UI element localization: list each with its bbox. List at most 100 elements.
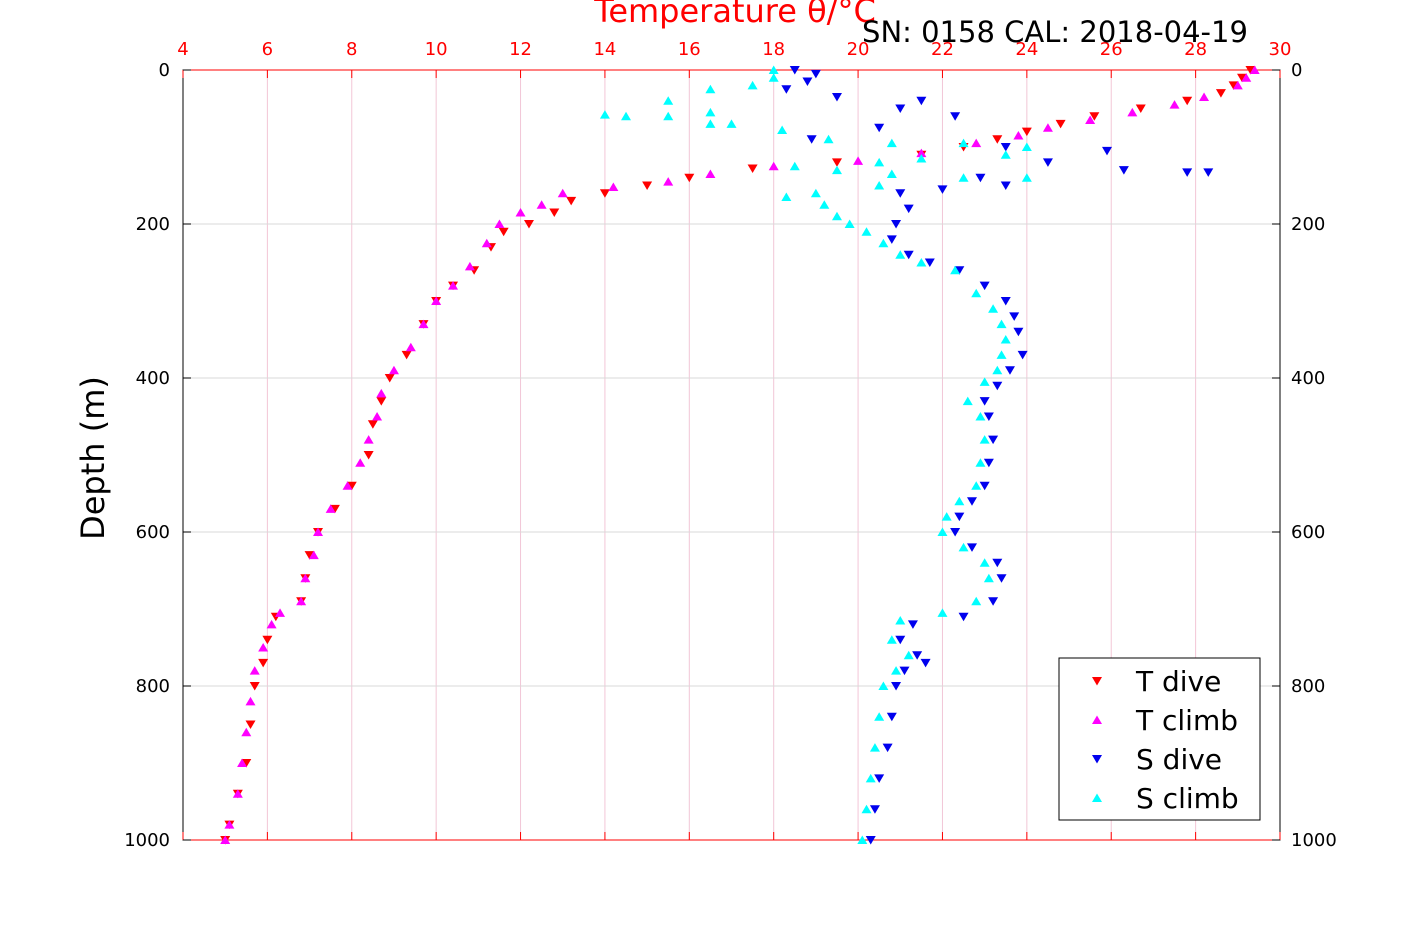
data-point	[388, 365, 399, 375]
data-point	[992, 135, 1003, 144]
y-tick-label-left: 200	[136, 214, 170, 235]
data-point	[557, 188, 568, 198]
legend-label: T climb	[1135, 704, 1238, 737]
data-point	[891, 666, 902, 675]
data-point	[988, 435, 999, 445]
data-point	[1249, 65, 1260, 74]
data-point	[481, 238, 492, 248]
data-point	[1182, 168, 1193, 177]
data-point	[241, 759, 252, 768]
data-point	[1055, 119, 1066, 129]
data-point	[958, 542, 969, 552]
data-point	[1245, 66, 1256, 75]
data-point	[895, 104, 906, 113]
data-point	[996, 350, 1007, 359]
data-point	[857, 835, 868, 844]
data-point	[1042, 158, 1053, 167]
data-point	[954, 496, 965, 506]
data-point	[220, 835, 231, 844]
data-point	[1102, 146, 1113, 156]
data-point	[1089, 112, 1100, 121]
legend-marker	[1092, 755, 1102, 764]
data-point	[663, 96, 674, 105]
data-point	[1000, 143, 1011, 152]
data-point	[874, 181, 885, 190]
data-point	[1169, 100, 1180, 109]
legend-marker	[1092, 793, 1102, 802]
legend-label: T dive	[1135, 665, 1221, 698]
data-point	[705, 84, 716, 94]
data-point	[768, 65, 779, 74]
data-point	[958, 138, 969, 148]
data-point	[988, 304, 999, 313]
data-point	[1203, 168, 1214, 177]
data-point	[296, 596, 307, 606]
data-point	[401, 350, 412, 360]
data-point	[1021, 173, 1032, 182]
data-point	[979, 558, 990, 567]
data-point	[1199, 92, 1210, 101]
y-tick-label-right: 400	[1291, 368, 1325, 389]
data-point	[308, 550, 319, 560]
data-point	[865, 773, 876, 783]
x-tick-label: 14	[593, 39, 616, 60]
legend: T dive T climb S dive S climb	[1058, 657, 1261, 821]
data-point	[903, 250, 914, 260]
data-point	[823, 134, 834, 144]
data-point	[1021, 127, 1032, 137]
data-point	[975, 173, 986, 183]
data-point	[983, 412, 994, 421]
data-point	[448, 281, 459, 290]
legend-label: S climb	[1136, 782, 1239, 815]
data-point	[747, 164, 758, 174]
x-tick-label: 26	[1100, 39, 1123, 60]
data-point	[346, 481, 357, 491]
data-point	[275, 608, 286, 617]
data-point	[920, 658, 931, 668]
data-point	[726, 119, 737, 128]
series-t-climb	[220, 65, 1260, 844]
data-point	[937, 527, 948, 536]
data-point	[241, 727, 252, 737]
data-point	[950, 112, 961, 121]
data-point	[237, 758, 248, 767]
data-point	[979, 481, 990, 491]
data-point	[802, 77, 813, 87]
data-point	[663, 177, 674, 186]
data-point	[431, 296, 442, 305]
data-point	[789, 161, 800, 171]
data-point	[608, 182, 619, 192]
x-tick-label: 4	[177, 39, 188, 60]
data-point	[874, 774, 885, 783]
y-tick-label-right: 600	[1291, 522, 1325, 543]
data-point	[642, 181, 653, 190]
data-point	[1118, 166, 1129, 175]
data-point	[886, 138, 897, 148]
data-point	[966, 543, 977, 552]
data-point	[895, 189, 906, 198]
data-point	[1135, 104, 1146, 113]
chart-title: Temperature θ/°C	[593, 0, 876, 30]
data-point	[895, 250, 906, 259]
data-point	[372, 412, 383, 421]
data-point	[1232, 80, 1243, 90]
x-tick-label: 24	[1015, 39, 1038, 60]
data-point	[992, 365, 1003, 375]
data-point	[903, 204, 914, 214]
series-s-climb	[599, 65, 1032, 844]
data-point	[979, 377, 990, 386]
data-point	[971, 138, 982, 148]
data-point	[895, 616, 906, 625]
data-point	[865, 836, 876, 845]
x-tick-label: 10	[425, 39, 448, 60]
data-point	[515, 207, 526, 217]
data-point	[262, 635, 273, 645]
legend-label: S dive	[1136, 743, 1222, 776]
data-point	[954, 512, 965, 522]
data-point	[1004, 366, 1015, 375]
data-point	[891, 682, 902, 691]
data-point	[861, 804, 872, 814]
data-point	[1021, 142, 1032, 151]
